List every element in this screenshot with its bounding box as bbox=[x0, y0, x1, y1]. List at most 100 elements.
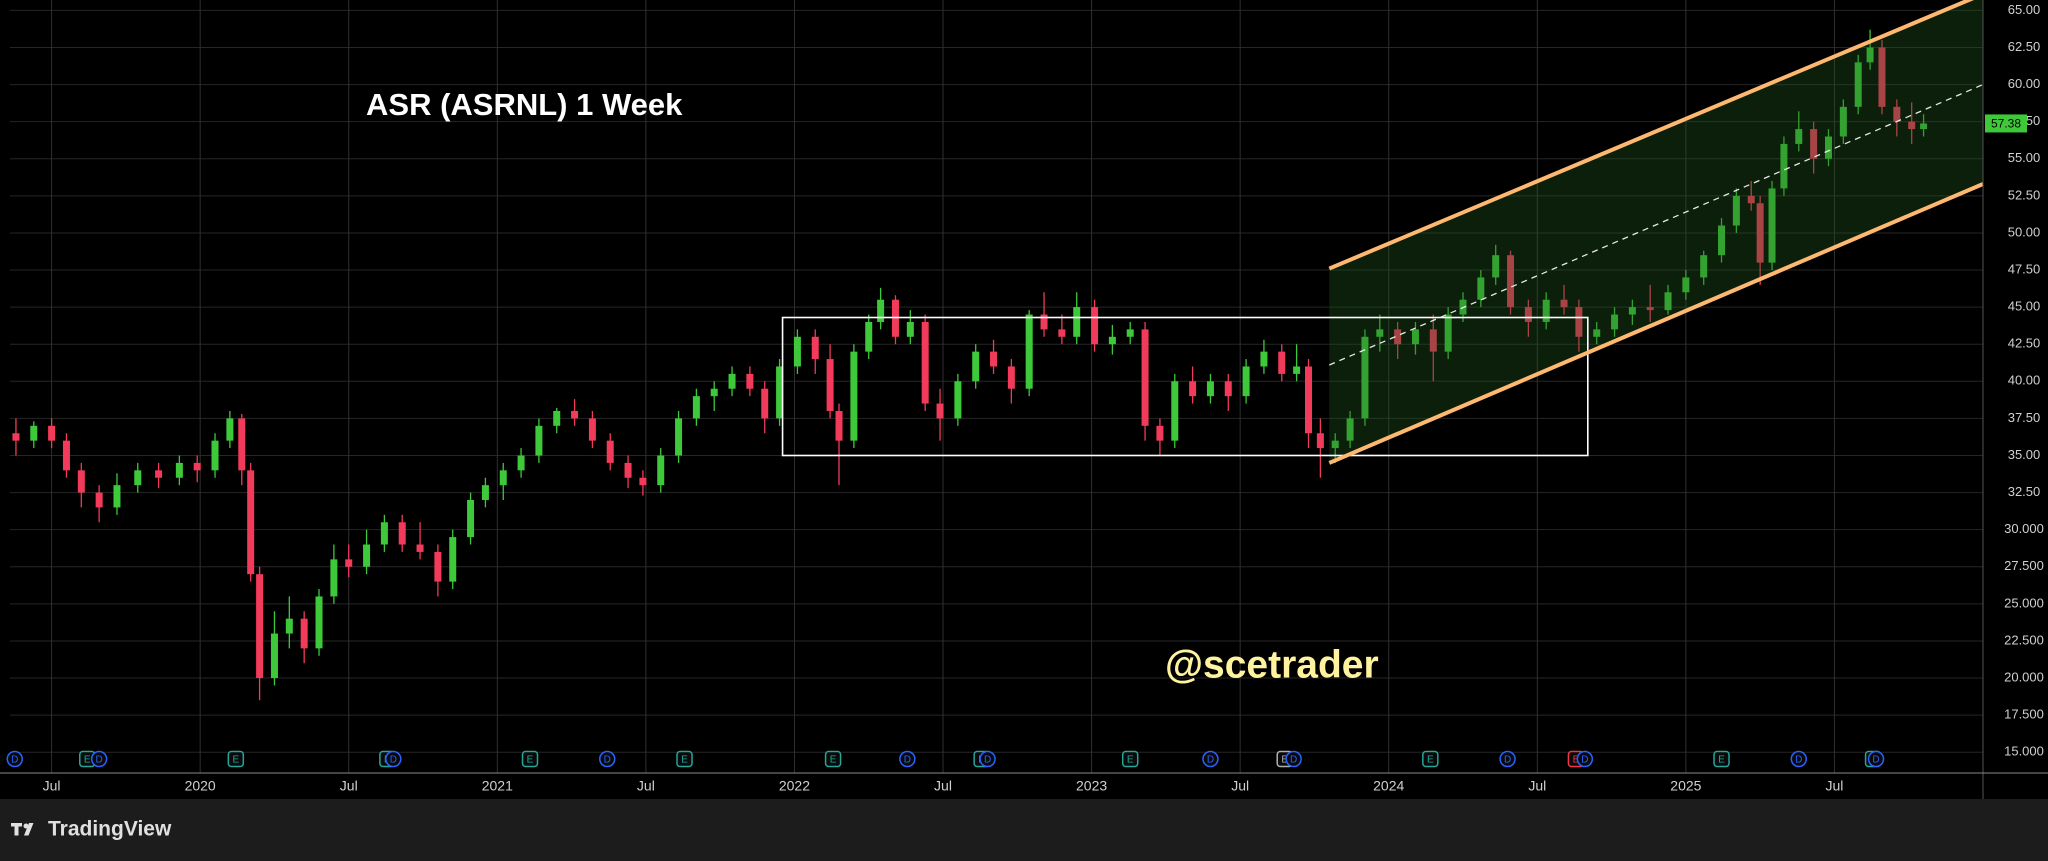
x-tick-label: 2024 bbox=[1373, 778, 1404, 794]
candle-body bbox=[113, 485, 121, 508]
brand-logo bbox=[11, 823, 34, 836]
candle-body bbox=[1007, 366, 1015, 389]
candle-body bbox=[1260, 351, 1268, 367]
event-label: D bbox=[1795, 755, 1802, 766]
y-tick-label: 55.00 bbox=[2008, 150, 2041, 165]
event-label: E bbox=[1427, 755, 1434, 766]
event-marker bbox=[1790, 750, 1808, 768]
event-marker bbox=[385, 750, 402, 768]
event-marker bbox=[979, 750, 996, 768]
candle-body bbox=[553, 410, 561, 426]
candle-body bbox=[1411, 329, 1419, 345]
candle-body bbox=[1025, 314, 1033, 389]
candle-body bbox=[746, 373, 754, 389]
y-tick-label: 45.00 bbox=[2008, 299, 2041, 314]
event-label: E bbox=[1718, 755, 1725, 766]
candle-body bbox=[1756, 203, 1764, 263]
candle-body bbox=[710, 388, 718, 397]
axes: 15.000 17.500 20.000 22.500 25.000 27.500 30.0… bbox=[43, 2, 2044, 794]
x-tick-label: Jul bbox=[43, 778, 61, 794]
channel-mid bbox=[1329, 83, 1984, 366]
candle-body bbox=[398, 522, 406, 545]
candle-body bbox=[1477, 277, 1485, 300]
candle-body bbox=[1542, 299, 1550, 322]
candle-body bbox=[1768, 188, 1776, 263]
candle-body bbox=[1611, 314, 1619, 330]
candle-body bbox=[1171, 381, 1179, 441]
candle-body bbox=[449, 537, 457, 582]
event-label: D bbox=[390, 755, 397, 766]
candle-body bbox=[675, 418, 683, 456]
candle-body bbox=[535, 425, 543, 456]
candle-body bbox=[1224, 381, 1232, 397]
candle-body bbox=[1058, 329, 1066, 337]
candle-body bbox=[1126, 329, 1134, 337]
candle-body bbox=[1156, 425, 1164, 441]
candle-body bbox=[1108, 336, 1116, 345]
y-tick-label: 65.00 bbox=[2008, 2, 2041, 17]
candle-body bbox=[826, 359, 834, 411]
event-label: D bbox=[1207, 755, 1214, 766]
candle-body bbox=[211, 440, 219, 471]
event-label: E bbox=[1127, 755, 1134, 766]
event-label: D bbox=[96, 755, 103, 766]
candle-body bbox=[1628, 307, 1636, 315]
candle-body bbox=[1878, 47, 1886, 107]
candle-body bbox=[155, 470, 163, 478]
candle-body bbox=[954, 381, 962, 419]
candle-body bbox=[30, 425, 38, 441]
candle-body bbox=[1646, 307, 1654, 311]
candle-body bbox=[363, 544, 371, 567]
y-tick-label: 32.50 bbox=[2008, 484, 2041, 499]
candle-body bbox=[95, 492, 103, 508]
candle-body bbox=[467, 500, 475, 538]
y-tick-label: 20.000 bbox=[2004, 669, 2044, 684]
y-tick-label: 42.50 bbox=[2008, 336, 2041, 351]
candles bbox=[12, 29, 1928, 701]
event-marker bbox=[1422, 750, 1439, 768]
event-label: D bbox=[1872, 755, 1879, 766]
event-label: D bbox=[604, 755, 611, 766]
event-marker bbox=[598, 750, 616, 768]
y-tick-label: 25.000 bbox=[2004, 595, 2044, 610]
event-label: D bbox=[11, 755, 18, 766]
candle-body bbox=[728, 373, 736, 389]
footer-bar bbox=[0, 799, 2048, 861]
candle-body bbox=[1747, 195, 1755, 204]
candle-body bbox=[1854, 62, 1862, 107]
candle-body bbox=[776, 366, 784, 419]
event-label: D bbox=[1581, 755, 1588, 766]
event-label: D bbox=[1290, 755, 1297, 766]
candle-body bbox=[434, 551, 442, 582]
candle-body bbox=[1492, 255, 1500, 278]
candle-body bbox=[517, 455, 525, 471]
candle-body bbox=[1304, 366, 1312, 434]
candle-body bbox=[62, 440, 70, 471]
candle-body bbox=[1920, 123, 1928, 130]
candle-body bbox=[1091, 307, 1099, 345]
candle-body bbox=[1732, 195, 1740, 226]
y-tick-label: 22.500 bbox=[2004, 632, 2044, 647]
candle-body bbox=[1664, 292, 1672, 311]
event-marker bbox=[6, 750, 24, 768]
candle-body bbox=[1394, 329, 1402, 345]
x-tick-label: 2020 bbox=[185, 778, 216, 794]
event-marker bbox=[1499, 750, 1516, 768]
candle-body bbox=[1824, 136, 1832, 159]
event-marker bbox=[824, 750, 842, 768]
event-label: E bbox=[681, 755, 688, 766]
candle-body bbox=[1866, 47, 1874, 63]
y-tick-label: 15.000 bbox=[2004, 744, 2044, 759]
event-marker bbox=[227, 750, 245, 768]
candle-body bbox=[657, 455, 665, 486]
candle-body bbox=[1810, 129, 1818, 159]
candle-body bbox=[1242, 366, 1250, 397]
candle-body bbox=[285, 618, 293, 634]
x-tick-label: 2025 bbox=[1670, 778, 1701, 794]
candle-body bbox=[906, 321, 914, 337]
event-marker bbox=[521, 750, 539, 768]
candle-body bbox=[499, 470, 507, 486]
candle-body bbox=[865, 321, 873, 352]
